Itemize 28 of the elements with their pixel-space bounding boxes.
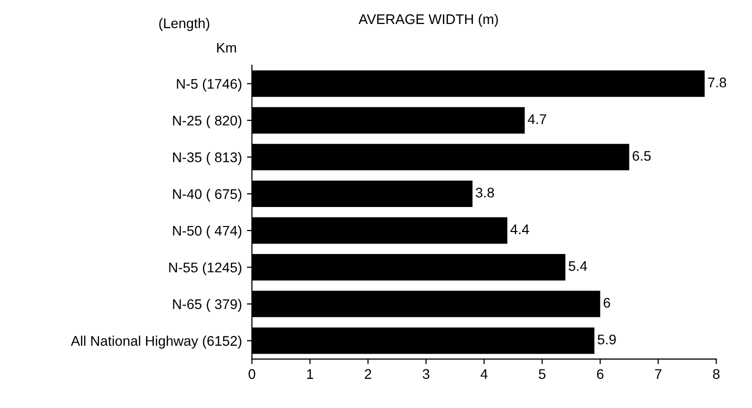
- x-tick-label: 1: [307, 369, 314, 379]
- data-label: 5.9: [598, 334, 616, 344]
- y-tick-label: N-5 (1746): [176, 78, 242, 92]
- data-label: 4.7: [528, 114, 546, 124]
- y-tick-label: N-50 ( 474): [173, 225, 242, 238]
- y-tick-label: N-55 (1245): [169, 262, 242, 276]
- y-tick-label: N-25 ( 820): [173, 115, 242, 128]
- x-tick-label: 7: [655, 369, 662, 379]
- data-label: 4.4: [510, 224, 529, 234]
- x-tick-label: 3: [422, 369, 430, 379]
- text: (Length): [159, 18, 210, 31]
- text: Km: [217, 42, 236, 53]
- chart-title: AVERAGE WIDTH (m): [358, 14, 498, 27]
- y-tick-label: N-40 ( 675): [173, 188, 242, 202]
- x-tick-label: 8: [713, 369, 720, 379]
- x-tick-label: 4: [480, 369, 488, 379]
- data-label: 7.8: [708, 78, 726, 88]
- x-tick-label: 2: [364, 369, 372, 379]
- data-label: 3.8: [476, 188, 494, 198]
- y-tick-label: All National Highway (6152): [70, 336, 242, 349]
- data-label: 5.4: [568, 261, 588, 271]
- y-tick-label: N-65 ( 379): [173, 298, 242, 312]
- x-tick-label: 6: [597, 369, 604, 379]
- x-tick-label: 0: [248, 369, 256, 379]
- y-tick-label: N-35 ( 813): [173, 152, 242, 165]
- data-label: 6: [604, 298, 610, 308]
- x-tick-label: 5: [538, 369, 546, 379]
- data-label: 6.5: [632, 150, 651, 161]
